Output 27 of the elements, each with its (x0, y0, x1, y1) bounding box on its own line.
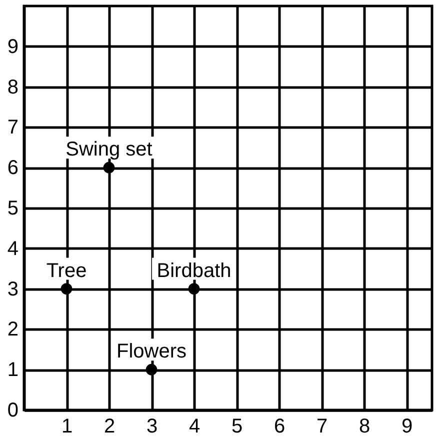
point (60, 283, 72, 294)
x-tick-label: 6 (274, 416, 286, 438)
y-tick-label: 4 (7, 238, 18, 260)
x-tick-label: 7 (316, 416, 328, 438)
x-tick-label: 2 (104, 416, 116, 438)
annotation: Flowers (116, 340, 187, 363)
annotation: Tree (46, 260, 87, 282)
annotation: Birdbath (156, 260, 232, 282)
y-tick-label: 5 (7, 198, 18, 220)
point (103, 162, 115, 174)
x-tick-label: 1 (61, 416, 73, 438)
annotation: Swing set (66, 138, 153, 161)
x-tick-label: 4 (188, 416, 200, 438)
x-tick-label: 5 (231, 416, 243, 438)
y-tick-label: 1 (7, 359, 18, 382)
point (146, 364, 158, 376)
y-tick-label: 8 (7, 76, 18, 98)
x-tick-label: 8 (358, 416, 370, 438)
y-tick-label: 0 (7, 400, 18, 422)
y-tick-label: 9 (7, 36, 18, 58)
y-tick-label: 2 (7, 318, 18, 341)
y-tick-label: 3 (7, 278, 18, 300)
y-tick-label: 7 (7, 116, 18, 139)
x-tick-label: 9 (401, 416, 413, 438)
point (188, 283, 200, 294)
x-tick-label: 3 (146, 416, 158, 438)
y-tick-label: 6 (7, 157, 18, 180)
